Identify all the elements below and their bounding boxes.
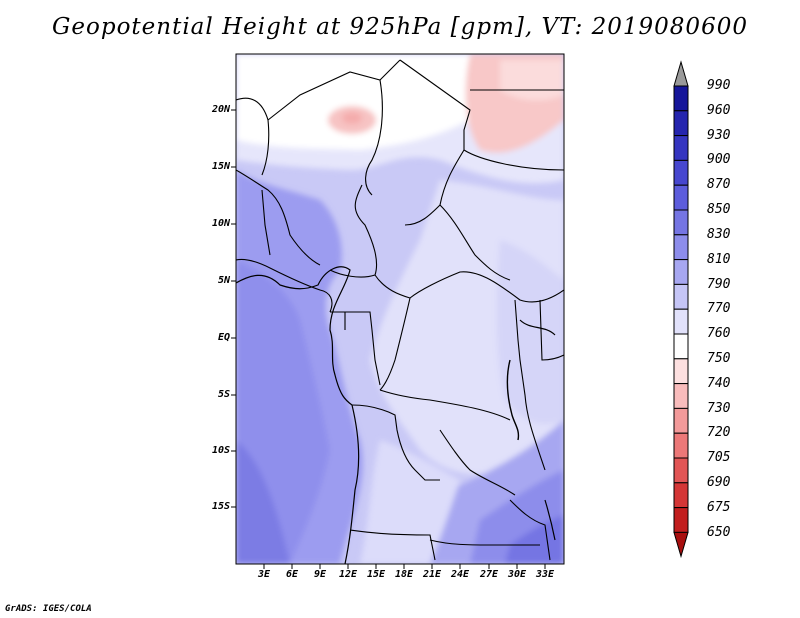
colorbar-label-750: 750	[707, 351, 731, 366]
lon-label-12e: 12E	[338, 569, 358, 580]
lon-label-15e: 15E	[366, 569, 386, 580]
lon-label-33e: 33E	[535, 569, 555, 580]
colorbar-swatch	[673, 159, 689, 186]
colorbar	[673, 60, 689, 559]
map-frame	[235, 53, 565, 565]
lon-label-9e: 9E	[313, 569, 327, 580]
country-borders	[236, 59, 564, 564]
lon-label-3e: 3E	[257, 569, 271, 580]
colorbar-swatch	[673, 259, 689, 285]
lon-label-18e: 18E	[394, 569, 414, 580]
lon-label-6e: 6E	[285, 569, 299, 580]
colorbar-swatch	[673, 184, 689, 211]
colorbar-swatch	[673, 85, 689, 112]
colorbar-label-650: 650	[707, 525, 731, 540]
lat-label-15n: 15N	[211, 161, 230, 172]
colorbar-label-900: 900	[707, 152, 731, 167]
colorbar-swatch	[673, 383, 689, 409]
colorbar-swatch	[673, 432, 689, 459]
colorbar-swatch	[673, 110, 689, 137]
colorbar-label-810: 810	[707, 252, 731, 267]
colorbar-label-790: 790	[707, 277, 731, 292]
colorbar-over-triangle	[673, 60, 689, 87]
colorbar-label-720: 720	[707, 425, 731, 440]
lat-label-10n: 10N	[211, 218, 230, 229]
lon-label-30e: 30E	[507, 569, 527, 580]
colorbar-swatch	[673, 308, 689, 335]
colorbar-swatch	[673, 358, 689, 385]
colorbar-label-675: 675	[707, 500, 731, 515]
filled-contours	[236, 54, 564, 564]
lon-ticks	[263, 564, 546, 569]
colorbar-label-930: 930	[707, 128, 731, 143]
lat-label-10s: 10S	[211, 445, 230, 456]
map-title: Geopotential Height at 925hPa [gpm], VT:…	[52, 14, 748, 40]
grads-credit: GrADS: IGES/COLA	[5, 604, 92, 614]
lon-label-27e: 27E	[479, 569, 499, 580]
colorbar-label-770: 770	[707, 301, 731, 316]
colorbar-swatch	[673, 333, 689, 360]
colorbar-under-triangle	[673, 531, 689, 559]
colorbar-label-730: 730	[707, 401, 731, 416]
lat-label-20n: 20N	[211, 104, 230, 115]
colorbar-swatch	[673, 507, 689, 533]
colorbar-label-740: 740	[707, 376, 731, 391]
colorbar-label-870: 870	[707, 177, 731, 192]
lon-label-24e: 24E	[450, 569, 470, 580]
colorbar-swatch	[673, 234, 689, 261]
colorbar-swatch	[673, 407, 689, 434]
lon-label-21e: 21E	[422, 569, 442, 580]
colorbar-swatch	[673, 283, 689, 310]
colorbar-swatch	[673, 482, 689, 509]
colorbar-label-690: 690	[707, 475, 731, 490]
lat-label-eq: EQ	[217, 332, 230, 343]
colorbar-label-960: 960	[707, 103, 731, 118]
lat-label-15s: 15S	[211, 501, 230, 512]
colorbar-swatch	[673, 457, 689, 484]
colorbar-swatch	[673, 135, 689, 161]
colorbar-label-760: 760	[707, 326, 731, 341]
colorbar-label-830: 830	[707, 227, 731, 242]
colorbar-label-705: 705	[707, 450, 731, 465]
lat-label-5s: 5S	[217, 389, 230, 400]
colorbar-label-990: 990	[707, 78, 731, 93]
lat-label-5n: 5N	[217, 275, 230, 286]
colorbar-swatch	[673, 209, 689, 236]
colorbar-label-850: 850	[707, 202, 731, 217]
lat-ticks	[231, 109, 236, 508]
